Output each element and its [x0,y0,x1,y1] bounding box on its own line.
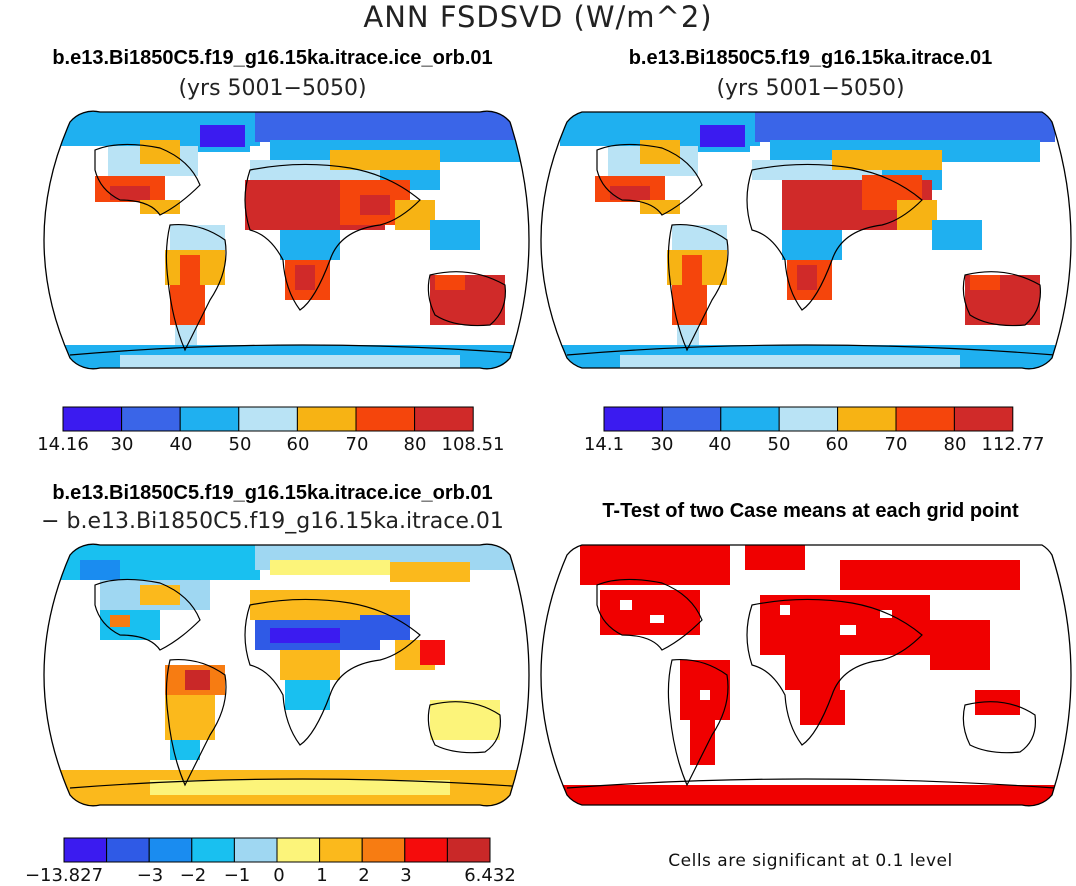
panel-3-colorbar-swatch-9 [446,837,491,863]
panel-2-colorbar-swatch-2 [720,406,780,432]
panel-3-cbar-label-4: 0 [273,865,285,886]
panel-1-coastlines [69,143,529,356]
panel-3-cbar-label-5: 1 [316,865,328,886]
panel-3-cbar-label-6: 2 [358,865,370,886]
panel-2-cbar-label-4: 60 [825,434,849,455]
panel-1-cbar-label-3: 50 [228,434,252,455]
panel-3-colorbar-swatch-5 [276,837,321,863]
panel-1-map-border [43,110,530,370]
panel-2-subtitle: (yrs 5001−5050) [716,76,905,101]
panel-2-cbar-label-3: 50 [767,434,791,455]
panel-1-cbar-label-2: 40 [169,434,193,455]
panel-2-cbar-label-1: 30 [650,434,674,455]
panel-2-cbar-label-7: 112.77 [981,434,1045,455]
panel-3-colorbar-swatch-7 [361,837,406,863]
panel-4-note: Cells are significant at 0.1 level [668,851,953,871]
panel-2-cbar-label-6: 80 [943,434,967,455]
panel-1-colorbar-swatch-5 [355,406,416,432]
panel-2-colorbar-swatch-3 [778,406,839,432]
panel-3-coastlines [69,578,529,789]
panel-2-cbar-label-2: 40 [708,434,732,455]
panel-1-subtitle: (yrs 5001−5050) [178,76,367,101]
panel-1-colorbar-swatch-1 [121,406,181,432]
panel-2-cbar-label-0: 14.1 [583,434,625,455]
panel-1-cbar-label-0: 14.16 [37,434,89,455]
panel-2-coastlines [566,143,1056,356]
panel-3-cbar-label-2: −2 [179,865,207,886]
panel-2-title: b.e13.Bi1850C5.f19_g16.15ka.itrace.01 [628,47,993,69]
panel-1-colorbar-swatch-2 [179,406,240,432]
panel-2-colorbar-swatch-6 [953,406,1014,432]
panel-1-cbar-label-1: 30 [110,434,134,455]
panel-3-colorbar-swatch-1 [106,837,150,863]
panel-1-cbar-label-7: 108.51 [441,434,505,455]
panel-3-colorbar-swatch-4 [233,837,278,863]
panel-2-cbar-label-5: 70 [884,434,908,455]
panel-4-nonsignificant-gaps [620,600,892,700]
panel-3-field [60,545,529,806]
panel-3-cbar-label-7: 3 [400,865,412,886]
panel-3-subtitle: − b.e13.Bi1850C5.f19_g16.15ka.itrace.01 [41,509,504,534]
panel-2-colorbar-swatch-4 [837,406,897,432]
panel-3-cbar-label-0: −13.827 [24,865,104,886]
panel-3-cbar-label-1: −3 [136,865,164,886]
figure-title: ANN FSDSVD (W/m^2) [363,0,713,34]
panel-1-colorbar-swatch-4 [296,406,357,432]
panel-3-map-border [43,543,530,807]
panel-1-cbar-label-4: 60 [286,434,310,455]
panel-3-colorbar-swatch-0 [63,837,108,863]
panel-2-colorbar-swatch-0 [603,406,663,432]
panel-3-cbar-label-8: 6.432 [464,865,516,886]
panel-1-cbar-label-5: 70 [345,434,369,455]
panel-1-colorbar-swatch-0 [62,406,123,432]
panel-3-cbar-label-3: −1 [223,865,251,886]
panel-1-colorbar-swatch-3 [238,406,298,432]
panel-3-title: b.e13.Bi1850C5.f19_g16.15ka.itrace.ice_o… [52,482,493,504]
panel-1-title: b.e13.Bi1850C5.f19_g16.15ka.itrace.ice_o… [52,47,493,69]
panel-4-significance-field [560,545,1055,806]
panel-4-coastlines [566,578,1056,789]
panel-4-title: T-Test of two Case means at each grid po… [602,500,1019,522]
panel-1-colorbar-swatch-6 [414,406,474,432]
panel-3-colorbar-swatch-8 [404,837,448,863]
panel-1-cbar-label-6: 80 [403,434,427,455]
panel-3-colorbar-swatch-3 [191,837,235,863]
panel-4-map-border [540,544,1072,807]
panel-1-field [60,112,529,369]
panel-2-map-border [540,111,1072,370]
